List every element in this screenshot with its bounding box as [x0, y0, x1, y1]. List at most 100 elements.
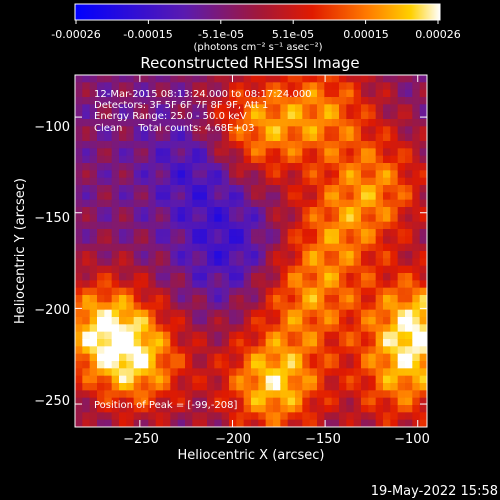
- heatmap-cell: [229, 192, 237, 201]
- heatmap-cell: [141, 273, 149, 281]
- heatmap-cell: [170, 295, 179, 303]
- heatmap-cell: [273, 383, 281, 391]
- heatmap-cell: [317, 339, 325, 347]
- heatmap-cell: [89, 97, 98, 105]
- heatmap-cell: [353, 207, 362, 215]
- heatmap-cell: [353, 148, 362, 157]
- heatmap-cell: [397, 383, 406, 391]
- heatmap-cell: [251, 104, 259, 113]
- heatmap-cell: [170, 258, 179, 267]
- heatmap-cell: [309, 375, 318, 384]
- heatmap-cell: [75, 295, 83, 303]
- heatmap-cell: [280, 207, 289, 215]
- heatmap-cell: [368, 214, 377, 223]
- heatmap-cell: [412, 229, 421, 237]
- heatmap-cell: [119, 236, 127, 245]
- heatmap-cell: [148, 155, 157, 164]
- heatmap-cell: [317, 177, 325, 186]
- heatmap-cell: [119, 155, 127, 164]
- heatmap-cell: [229, 148, 237, 157]
- heatmap-cell: [163, 155, 171, 164]
- heatmap-cell: [111, 419, 120, 427]
- heatmap-cell: [214, 207, 223, 215]
- heatmap-cell: [405, 280, 413, 289]
- heatmap-cell: [353, 353, 362, 362]
- heatmap-cell: [353, 170, 362, 179]
- heatmap-cell: [383, 82, 391, 91]
- heatmap-cell: [192, 309, 201, 318]
- heatmap-cell: [405, 207, 413, 215]
- heatmap-cell: [368, 353, 377, 362]
- heatmap-cell: [126, 302, 135, 311]
- heatmap-cell: [346, 419, 355, 427]
- heatmap-cell: [207, 419, 215, 427]
- heatmap-cell: [265, 302, 274, 311]
- heatmap-cell: [141, 243, 149, 252]
- heatmap-cell: [243, 251, 252, 259]
- heatmap-cell: [192, 412, 201, 421]
- heatmap-cell: [390, 126, 399, 135]
- heatmap-cell: [251, 126, 259, 135]
- heatmap-cell: [339, 309, 347, 318]
- heatmap-cell: [273, 419, 281, 427]
- heatmap-cell: [390, 229, 399, 237]
- heatmap-cell: [97, 375, 105, 384]
- heatmap-cell: [185, 119, 193, 127]
- heatmap-cell: [199, 177, 208, 186]
- heatmap-cell: [346, 170, 355, 179]
- heatmap-cell: [419, 273, 427, 281]
- heatmap-cell: [353, 265, 362, 274]
- heatmap-cell: [243, 331, 252, 340]
- heatmap-cell: [104, 412, 113, 421]
- heatmap-cell: [148, 104, 157, 113]
- heatmap-cell: [390, 155, 399, 164]
- heatmap-cell: [251, 207, 259, 215]
- heatmap-cell: [119, 287, 127, 296]
- heatmap-cell: [287, 155, 296, 164]
- heatmap-cell: [390, 177, 399, 186]
- heatmap-cell: [280, 331, 289, 340]
- heatmap-cell: [405, 251, 413, 259]
- heatmap-cell: [155, 331, 164, 340]
- heatmap-cell: [221, 192, 230, 201]
- heatmap-cell: [412, 302, 421, 311]
- heatmap-cell: [397, 375, 406, 384]
- heatmap-cell: [302, 273, 311, 281]
- heatmap-cell: [155, 405, 164, 413]
- heatmap-cell: [141, 397, 149, 406]
- heatmap-cell: [251, 302, 259, 311]
- heatmap-cell: [177, 331, 186, 340]
- heatmap-cell: [331, 89, 340, 98]
- heatmap-cell: [339, 192, 347, 201]
- heatmap-cell: [273, 324, 281, 333]
- heatmap-cell: [390, 287, 399, 296]
- heatmap-cell: [155, 119, 164, 127]
- heatmap-cell: [141, 236, 149, 245]
- heatmap-cell: [295, 199, 303, 208]
- heatmap-cell: [375, 309, 384, 318]
- heatmap-cell: [236, 199, 245, 208]
- heatmap-cell: [419, 199, 427, 208]
- heatmap-cell: [280, 273, 289, 281]
- heatmap-cell: [207, 148, 215, 157]
- heatmap-cell: [353, 287, 362, 296]
- heatmap-cell: [199, 207, 208, 215]
- heatmap-cell: [302, 258, 311, 267]
- heatmap-cell: [331, 324, 340, 333]
- heatmap-cell: [375, 419, 384, 427]
- heatmap-cell: [236, 295, 245, 303]
- heatmap-cell: [141, 141, 149, 149]
- heatmap-cell: [214, 331, 223, 340]
- heatmap-cell: [177, 317, 186, 325]
- heatmap-cell: [243, 104, 252, 113]
- heatmap-cell: [133, 346, 142, 355]
- heatmap-cell: [148, 287, 157, 296]
- heatmap-cell: [383, 111, 391, 120]
- heatmap-cell: [383, 405, 391, 413]
- heatmap-cell: [229, 214, 237, 223]
- heatmap-cell: [97, 170, 105, 179]
- heatmap-cell: [97, 419, 105, 427]
- heatmap-cell: [405, 339, 413, 347]
- heatmap-cell: [361, 111, 369, 120]
- heatmap-cell: [258, 419, 267, 427]
